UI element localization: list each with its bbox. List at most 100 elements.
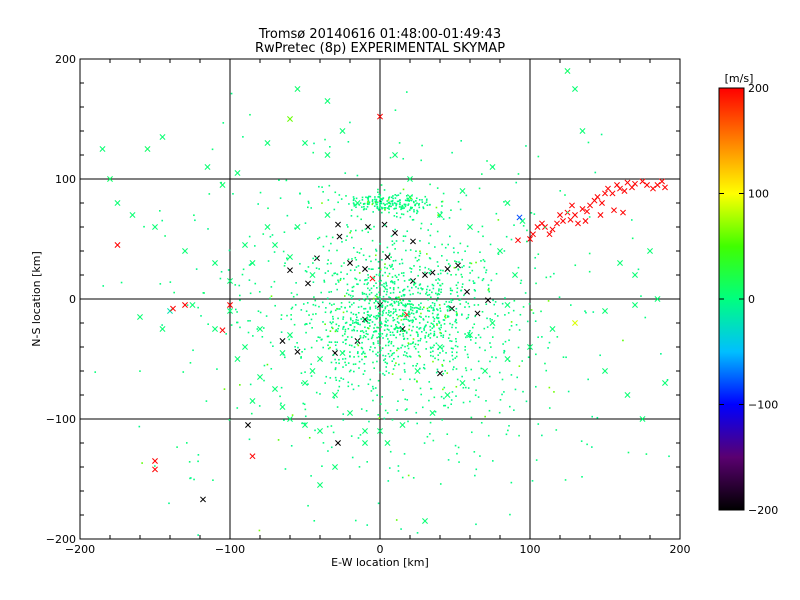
background-dot (427, 229, 430, 231)
background-dot (444, 314, 447, 317)
background-dot (315, 391, 318, 394)
background-dot (401, 205, 404, 208)
background-dot (466, 334, 468, 337)
background-dot (280, 318, 283, 320)
background-dot (250, 262, 252, 265)
background-dot (437, 292, 439, 295)
background-dot (387, 352, 390, 355)
data-point-stroke (332, 464, 338, 470)
background-dot (368, 201, 371, 204)
background-dot (521, 360, 523, 362)
data-point-stroke (152, 224, 158, 230)
background-dot (309, 322, 311, 325)
data-point-stroke (399, 422, 406, 428)
background-dot (429, 337, 432, 339)
background-dot (416, 362, 419, 365)
background-dot (505, 235, 508, 238)
data-point (639, 416, 646, 422)
background-dot (393, 282, 396, 285)
data-point (459, 188, 466, 194)
background-dot (428, 310, 431, 312)
background-dot (390, 200, 393, 203)
background-dot (141, 462, 143, 464)
data-point (572, 320, 578, 326)
background-dot (600, 133, 603, 136)
background-dot (478, 187, 481, 190)
background-dot (432, 316, 435, 319)
data-point-stroke (599, 200, 605, 206)
background-dot (331, 236, 334, 239)
data-point-stroke (219, 327, 226, 334)
background-dot (267, 260, 270, 262)
background-dot (491, 356, 493, 358)
background-dot (414, 203, 417, 206)
data-point (620, 209, 626, 216)
background-dot-cloud (94, 91, 670, 536)
background-dot (384, 409, 387, 412)
data-point-stroke (170, 305, 176, 312)
background-dot (303, 348, 306, 351)
background-dot (401, 262, 404, 265)
background-dot (259, 311, 262, 314)
background-dot (495, 212, 498, 215)
background-dot (419, 308, 421, 310)
background-dot (385, 293, 388, 296)
background-dot (314, 299, 317, 302)
background-dot (447, 263, 450, 265)
background-dot (553, 272, 555, 275)
background-dot (346, 336, 349, 338)
background-dot (356, 330, 359, 332)
background-dot (342, 366, 344, 368)
background-dot (383, 329, 386, 332)
data-point (302, 140, 308, 146)
background-dot (438, 215, 441, 218)
background-dot (415, 411, 418, 414)
data-point (662, 184, 668, 191)
data-point-stroke (516, 214, 523, 221)
background-dot (378, 334, 381, 337)
background-dot (353, 329, 356, 332)
data-point (572, 212, 578, 218)
background-dot (364, 299, 366, 302)
data-point-stroke (257, 326, 263, 332)
background-dot (660, 353, 662, 355)
background-dot (332, 354, 335, 356)
background-dot (358, 252, 361, 254)
data-point-stroke (242, 344, 248, 350)
background-dot (412, 304, 414, 306)
background-dot (459, 208, 462, 211)
background-dot (431, 301, 434, 304)
background-dot (372, 211, 374, 213)
data-point (159, 326, 166, 332)
background-dot (415, 200, 417, 202)
background-dot (358, 466, 361, 468)
background-dot (324, 382, 326, 384)
background-dot (389, 156, 392, 159)
background-dot (265, 315, 268, 317)
background-dot (366, 524, 369, 526)
background-dot (401, 204, 404, 207)
background-dot (332, 431, 335, 434)
data-point (662, 380, 668, 386)
background-dot (417, 287, 420, 290)
background-dot (442, 388, 444, 391)
background-dot (203, 292, 205, 294)
background-dot (229, 309, 231, 311)
background-dot (423, 327, 425, 330)
background-dot (189, 362, 192, 364)
background-dot (356, 316, 358, 319)
background-dot (311, 327, 313, 329)
background-dot (488, 409, 491, 412)
background-dot (366, 318, 368, 320)
background-dot (354, 204, 357, 206)
background-dot (375, 287, 378, 289)
background-dot (359, 335, 362, 337)
background-dot (346, 235, 348, 238)
background-dot (397, 304, 400, 306)
data-point-stroke (519, 218, 526, 224)
background-dot (425, 331, 428, 334)
background-dot (225, 333, 227, 335)
background-dot (501, 378, 504, 381)
data-point-stroke (614, 182, 620, 188)
background-dot (301, 382, 303, 384)
